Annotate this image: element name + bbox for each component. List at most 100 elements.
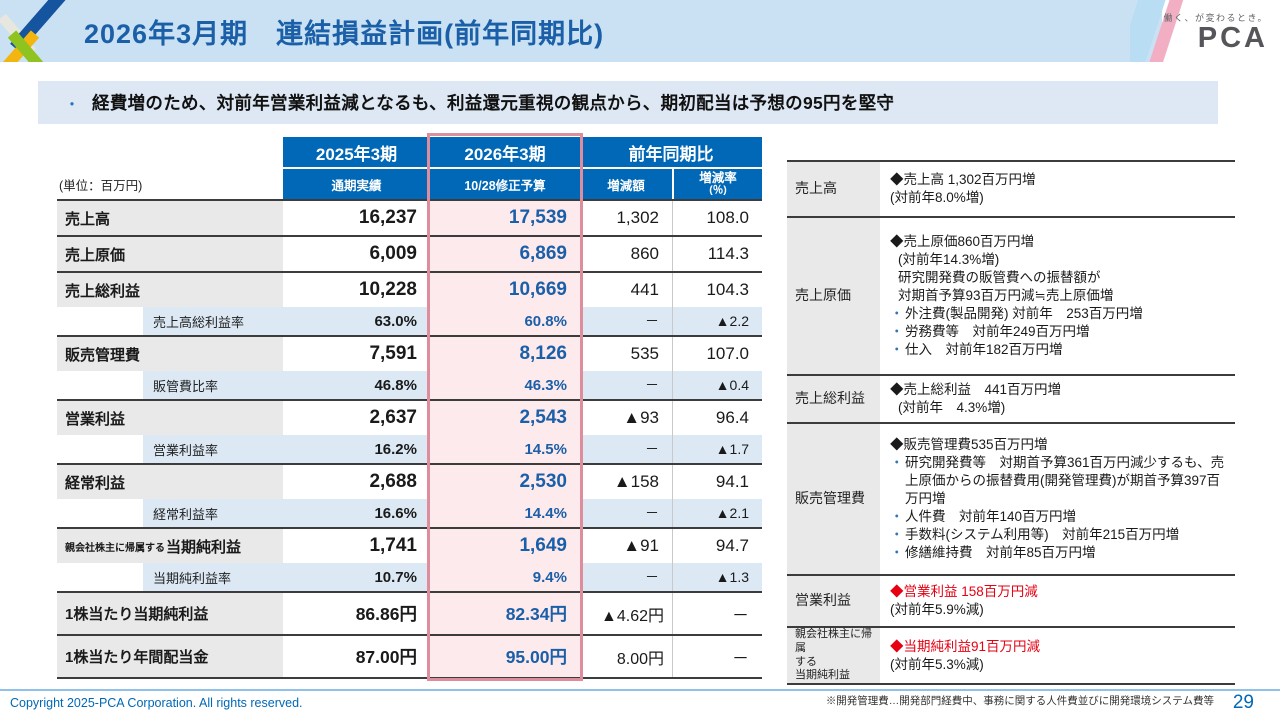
table-row: 販管費比率 46.8% 46.3% － ▲0.4 (57, 371, 762, 399)
notes-row-label: 売上原価 (787, 218, 880, 374)
notes-line: (対前年5.9%減) (890, 602, 984, 618)
value-2025: 10.7% (283, 563, 430, 591)
notes-row-content: ◆売上総利益 441百万円増 (対前年 4.3%増) (880, 376, 1235, 422)
row-label: 販管費比率 (143, 371, 283, 399)
column-yoy: 前年同期比 増減額 増減率 (％) (580, 137, 762, 199)
header-units-cell: (単位：百万円) (57, 137, 283, 199)
row-label: 1株当たり当期純利益 (57, 593, 283, 634)
row-label-main: 販売管理費 (65, 346, 141, 364)
value-2025: 1,741 (283, 529, 430, 563)
value-rate: ▲2.1 (672, 499, 762, 527)
notes-row-content: ◆売上原価860百万円増 (対前年14.3%増) 研究開発費の販管費への振替額が 対期… (880, 218, 1235, 374)
bullet-dot-icon: ・ (890, 527, 904, 543)
column-2025: 2025年3期 通期実績 (283, 137, 430, 199)
value-2026: 9.4% (430, 563, 580, 591)
notes-row-content: ◆営業利益 158百万円減 (対前年5.9%減) (880, 576, 1235, 626)
sublabel-indent (57, 499, 143, 527)
notes-row: 営業利益 ◆営業利益 158百万円減 (対前年5.9%減) (787, 576, 1235, 629)
notes-line: ◆売上総利益 441百万円増 (890, 382, 1062, 397)
value-2026: 2,530 (430, 465, 580, 499)
value-rate: ▲0.4 (672, 371, 762, 399)
value-delta: ▲91 (580, 529, 672, 563)
value-delta: 8.00円 (580, 636, 672, 677)
logo-area: 働く、が変わるとき。 PCA (1130, 0, 1280, 62)
value-2025: 2,688 (283, 465, 430, 499)
notes-panel: 売上高 ◆売上高 1,302百万円増 (対前年8.0%増) 売上原価 ◆売上原価860百… (787, 160, 1235, 686)
value-delta: 1,302 (580, 201, 672, 235)
notes-line: ◆販売管理費535百万円増 (890, 436, 1048, 452)
table-row: 経常利益率 16.6% 14.4% － ▲2.1 (57, 499, 762, 527)
value-2026: 46.3% (430, 371, 580, 399)
column-yoy-title: 前年同期比 (580, 137, 762, 167)
notes-line-text: 仕入 対前年182百万円増 (905, 342, 1063, 358)
notes-line: (対前年 4.3%増) (898, 400, 1006, 416)
row-label: 親会社株主に帰属する 当期純利益 (57, 529, 283, 563)
notes-row-label: 親会社株主に帰属 する 当期純利益 (787, 628, 880, 684)
row-sublabel-cell: 販管費比率 (57, 371, 283, 399)
footer-divider (0, 689, 1280, 691)
notes-line: ・修繕維持費 対前年85百万円増 (890, 544, 1233, 562)
sublabel-indent (57, 563, 143, 591)
notes-line-text: 研究開発費等 対期首予算361百万円減少するも、売上原価からの振替費用(開発管理… (905, 454, 1225, 507)
pl-table: (単位：百万円) 2025年3期 通期実績 2026年3期 10/28修正予算 … (57, 133, 762, 681)
value-delta: － (580, 307, 672, 335)
key-message-text: 経費増のため、対前年営業利益減となるも、利益還元重視の観点から、期初配当は予想の… (92, 93, 895, 113)
row-label: 売上高総利益率 (143, 307, 283, 335)
notes-line: ・仕入 対前年182百万円増 (890, 341, 1233, 359)
row-label-main: 1株当たり当期純利益 (65, 606, 209, 623)
row-sublabel-cell: 経常利益率 (57, 499, 283, 527)
column-2026: 2026年3期 10/28修正予算 (430, 137, 580, 199)
brand-tagline: 働く、が変わるとき。 (1163, 13, 1268, 23)
value-delta: 441 (580, 273, 672, 307)
table-row: 販売管理費 7,591 8,126 535 107.0 (57, 335, 762, 371)
notes-line: ◆当期純利益91百万円減 (890, 638, 1041, 654)
notes-row-label: 売上総利益 (787, 376, 880, 423)
value-delta: ▲93 (580, 401, 672, 435)
notes-row-content: ◆販売管理費535百万円増・ 研究開発費等 対期首予算361百万円減少するも、売上… (880, 424, 1235, 574)
bullet-dot-icon: ・ (890, 545, 904, 561)
row-label: 当期純利益率 (143, 563, 283, 591)
notes-line-text: 手数料(システム利用等) 対前年215百万円増 (905, 527, 1180, 543)
row-label: 売上原価 (57, 237, 283, 271)
value-2025: 86.86円 (283, 593, 430, 634)
column-2025-subtitle: 通期実績 (283, 167, 430, 199)
table-row: 1株当たり年間配当金 87.00円 95.00円 8.00円－ (57, 634, 762, 677)
table-body: 売上高 16,237 17,539 1,302 108.0 売上原価 6,009 6,869 8… (57, 199, 762, 679)
row-label: 営業利益率 (143, 435, 283, 463)
row-label-main: 経常利益 (65, 474, 126, 492)
notes-line: (対前年8.0%増) (890, 190, 984, 205)
value-2026: 10,669 (430, 273, 580, 307)
value-rate: 108.0 (672, 201, 762, 235)
row-label: 販売管理費 (57, 337, 283, 371)
value-2026: 2,543 (430, 401, 580, 435)
notes-row: 親会社株主に帰属 する 当期純利益 ◆当期純利益91百万円減 (対前年5.3%減) (787, 628, 1235, 686)
notes-line: ◆売上原価860百万円増 (890, 233, 1035, 249)
notes-row: 売上原価 ◆売上原価860百万円増 (対前年14.3%増) 研究開発費の販管費への振替… (787, 218, 1235, 376)
notes-line: ・人件費 対前年140百万円増 (890, 508, 1233, 526)
value-rate: 94.1 (672, 465, 762, 499)
table-row: 経常利益 2,688 2,530 ▲158 94.1 (57, 463, 762, 499)
notes-line-text: 人件費 対前年140百万円増 (905, 509, 1077, 525)
row-label: 売上総利益 (57, 273, 283, 307)
value-2026: 95.00円 (430, 636, 580, 677)
value-delta: 535 (580, 337, 672, 371)
value-2025: 46.8% (283, 371, 430, 399)
notes-row-label: 販売管理費 (787, 424, 880, 575)
table-row: 当期純利益率 10.7% 9.4% － ▲1.3 (57, 563, 762, 591)
table-row: 営業利益率 16.2% 14.5% － ▲1.7 (57, 435, 762, 463)
value-rate: 94.7 (672, 529, 762, 563)
value-rate: 107.0 (672, 337, 762, 371)
logo-background (1162, 0, 1280, 62)
row-label: 経常利益率 (143, 499, 283, 527)
value-rate: 96.4 (672, 401, 762, 435)
row-label-main: 1株当たり年間配当金 (65, 649, 209, 666)
value-2025: 7,591 (283, 337, 430, 371)
value-delta: － (580, 371, 672, 399)
notes-row: 売上高 ◆売上高 1,302百万円増 (対前年8.0%増) (787, 162, 1235, 218)
notes-line-text: 労務費等 対前年249百万円増 (905, 324, 1090, 340)
value-2026: 6,869 (430, 237, 580, 271)
value-delta: 860 (580, 237, 672, 271)
row-label-main: 売上原価 (65, 246, 126, 264)
value-2026: 8,126 (430, 337, 580, 371)
value-2026: 17,539 (430, 201, 580, 235)
